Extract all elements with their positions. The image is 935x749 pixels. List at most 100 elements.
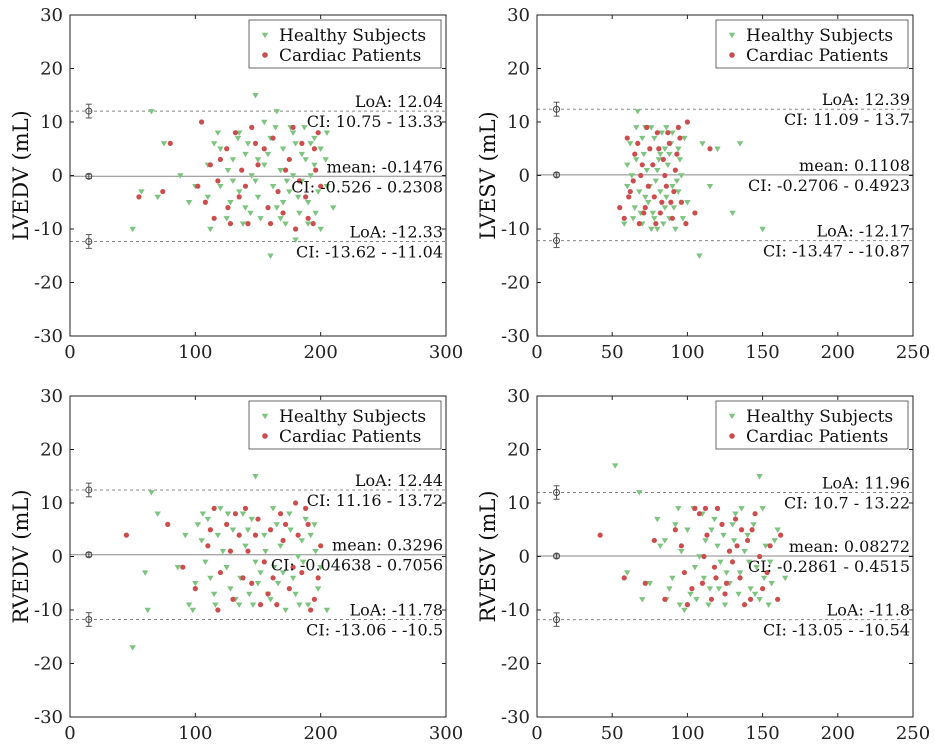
- healthy-point: [768, 581, 775, 587]
- patient-point: [734, 543, 740, 549]
- healthy-point: [242, 205, 249, 211]
- patient-point: [305, 521, 311, 528]
- patient-point: [737, 575, 743, 581]
- patient-point: [651, 537, 657, 544]
- healthy-point: [642, 194, 649, 201]
- patient-point: [678, 543, 684, 549]
- healthy-point: [636, 189, 643, 195]
- healthy-point: [711, 516, 718, 523]
- patient-point: [663, 183, 669, 189]
- healthy-point: [292, 141, 299, 147]
- healthy-point: [304, 200, 312, 206]
- patient-point: [651, 194, 657, 200]
- patient-point: [642, 580, 648, 586]
- patient-point: [675, 124, 681, 130]
- healthy-point: [204, 516, 212, 523]
- mean-label: mean: 0.08272: [789, 537, 910, 556]
- error-bar: [85, 103, 93, 119]
- healthy-point: [729, 522, 736, 528]
- patient-point: [732, 516, 739, 522]
- healthy-point: [756, 597, 763, 603]
- patient-point: [699, 580, 706, 586]
- healthy-point: [227, 586, 234, 592]
- healthy-point: [242, 543, 249, 549]
- healthy-point: [298, 538, 306, 544]
- healthy-point: [684, 527, 691, 533]
- legend-healthy-marker: [728, 413, 736, 420]
- healthy-point: [269, 506, 277, 512]
- patient-point: [267, 527, 274, 533]
- y-tick-label: 20: [40, 440, 63, 461]
- patient-point: [708, 596, 715, 602]
- healthy-point: [654, 516, 661, 523]
- chart-lvesv: 0 50 100 150 200 250 -30 -20 -10 0 10 20 30 LVESV (mL…: [476, 5, 930, 363]
- legend-healthy-label: Healthy Subjects: [746, 26, 893, 46]
- healthy-point: [192, 581, 199, 587]
- healthy-point: [756, 474, 763, 480]
- patient-point: [255, 162, 261, 168]
- y-tick-label: 0: [519, 166, 530, 187]
- lower-ci-label: CI: -13.05 - -10.54: [763, 621, 910, 640]
- healthy-point: [634, 109, 641, 115]
- patient-point: [303, 194, 309, 200]
- healthy-point: [639, 135, 646, 142]
- healthy-point: [676, 157, 684, 163]
- legend-healthy-label: Healthy Subjects: [279, 407, 426, 427]
- patient-point: [249, 580, 255, 586]
- healthy-point: [254, 194, 262, 201]
- healthy-point: [252, 178, 259, 185]
- healthy-point: [301, 125, 308, 131]
- legend-healthy-marker: [728, 32, 736, 39]
- healthy-point: [714, 543, 721, 549]
- patient-point: [621, 575, 627, 581]
- x-tick-label: 200: [303, 723, 337, 744]
- healthy-point: [759, 506, 766, 512]
- mean-ci-label: CI: -0.526 - 0.2308: [291, 177, 443, 196]
- healthy-point: [729, 210, 736, 217]
- upper-ci-label: CI: 10.7 - 13.22: [784, 494, 910, 513]
- mean-label: mean: 0.3296: [332, 536, 443, 555]
- healthy-point: [657, 189, 664, 195]
- patient-point: [647, 146, 653, 152]
- healthy-point: [160, 141, 168, 147]
- y-tick-label: 30: [507, 386, 530, 407]
- healthy-point: [304, 602, 312, 608]
- healthy-point: [279, 146, 287, 152]
- upper-loa-label: LoA: 12.04: [355, 92, 443, 111]
- patient-point: [227, 221, 234, 227]
- patient-point: [290, 124, 296, 130]
- healthy-point: [227, 200, 234, 206]
- patient-point: [252, 140, 259, 146]
- mean-ci-label: CI: -0.04638 - 0.7056: [271, 556, 443, 575]
- healthy-point: [702, 538, 709, 544]
- healthy-point: [696, 253, 703, 259]
- patient-point: [747, 596, 754, 602]
- y-tick-label: 0: [52, 166, 63, 187]
- healthy-point: [174, 565, 181, 571]
- healthy-point: [663, 194, 670, 201]
- healthy-point: [675, 146, 682, 152]
- y-axis-label: RVEDV (mL): [9, 489, 33, 623]
- y-tick-label: 30: [507, 5, 530, 26]
- healthy-point: [675, 189, 682, 195]
- healthy-point: [744, 532, 751, 539]
- healthy-point: [273, 109, 280, 115]
- upper-loa-label: LoA: 11.96: [822, 474, 910, 493]
- patient-point: [180, 564, 186, 570]
- patient-point: [242, 183, 249, 189]
- y-tick-label: 10: [40, 112, 63, 133]
- healthy-point: [663, 125, 670, 131]
- patient-point: [778, 532, 784, 538]
- patient-point: [644, 124, 650, 130]
- healthy-point: [282, 607, 289, 614]
- patient-point: [656, 146, 662, 152]
- healthy-point: [654, 226, 661, 233]
- y-tick-label: -10: [34, 600, 63, 621]
- healthy-point: [185, 200, 193, 206]
- healthy-point: [234, 135, 242, 142]
- healthy-point: [289, 130, 297, 136]
- patient-point: [662, 172, 668, 179]
- patient-point: [707, 146, 713, 152]
- patient-point: [249, 124, 255, 130]
- healthy-point: [311, 522, 318, 528]
